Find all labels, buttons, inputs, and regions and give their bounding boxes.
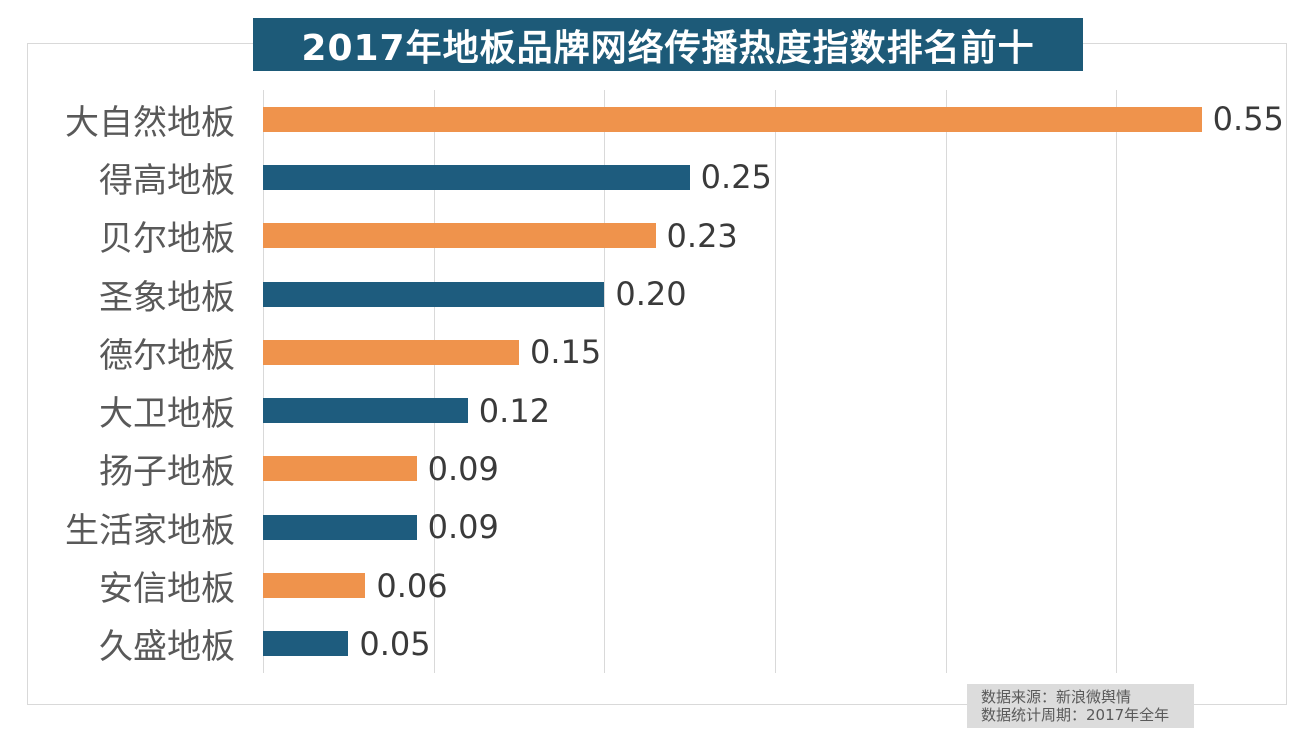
bar-value-label: 0.25 xyxy=(700,158,772,197)
category-label: 得高地板 xyxy=(99,160,235,201)
gridline-0.6 xyxy=(1286,90,1287,673)
bar-row: 0.12 xyxy=(263,381,1287,439)
chart-title: 2017年地板品牌网络传播热度指数排名前十 xyxy=(301,27,1035,69)
category-label: 大卫地板 xyxy=(99,394,235,435)
category-label: 安信地板 xyxy=(99,569,235,610)
bar-value-label: 0.23 xyxy=(666,216,738,255)
bar-row: 0.23 xyxy=(263,207,1287,265)
bar-大卫地板 xyxy=(263,398,468,424)
bar-row: 0.15 xyxy=(263,323,1287,381)
bar-value-label: 0.09 xyxy=(427,508,499,547)
category-label-column: 大自然地板得高地板贝尔地板圣象地板德尔地板大卫地板扬子地板生活家地板安信地板久盛… xyxy=(27,90,235,673)
gridline-0.2 xyxy=(604,90,606,673)
bar-得高地板 xyxy=(263,164,690,190)
bar-久盛地板 xyxy=(263,631,349,657)
bar-圣象地板 xyxy=(263,281,605,307)
bar-row: 0.05 xyxy=(263,615,1287,673)
bar-德尔地板 xyxy=(263,339,519,365)
bar-row: 0.55 xyxy=(263,90,1287,148)
bar-生活家地板 xyxy=(263,514,417,540)
category-label: 贝尔地板 xyxy=(99,219,235,260)
gridline-0.4 xyxy=(945,90,947,673)
bar-row: 0.25 xyxy=(263,148,1287,206)
bar-value-label: 0.06 xyxy=(376,566,448,605)
gridline-0.1 xyxy=(433,90,435,673)
gridline-0.3 xyxy=(775,90,776,673)
bar-value-label: 0.05 xyxy=(359,624,431,663)
bar-row: 0.09 xyxy=(263,498,1287,556)
bar-row: 0.20 xyxy=(263,265,1287,323)
bar-row: 0.06 xyxy=(263,556,1287,614)
source-note: 数据来源：新浪微舆情 数据统计周期：2017年全年 xyxy=(967,684,1194,728)
bar-扬子地板 xyxy=(263,456,417,482)
bar-大自然地板 xyxy=(263,106,1202,132)
gridline-0.5 xyxy=(1116,90,1118,673)
category-label: 大自然地板 xyxy=(65,102,235,143)
category-label: 德尔地板 xyxy=(99,335,235,376)
chart-title-banner: 2017年地板品牌网络传播热度指数排名前十 xyxy=(253,18,1083,71)
source-line-1: 数据来源：新浪微舆情 xyxy=(981,688,1132,706)
bar-安信地板 xyxy=(263,573,366,599)
source-line-2: 数据统计周期：2017年全年 xyxy=(981,706,1170,724)
bar-value-label: 0.55 xyxy=(1212,100,1284,139)
bar-row: 0.09 xyxy=(263,440,1287,498)
plot-area: 0.55 0.25 0.23 0.20 0.15 0.12 0.09 0.09 0.06 0.05 xyxy=(263,90,1287,673)
gridline-0.0 xyxy=(263,90,264,673)
bar-value-label: 0.09 xyxy=(427,449,499,488)
bar-value-label: 0.12 xyxy=(478,391,551,430)
bar-value-label: 0.20 xyxy=(615,275,687,314)
category-label: 生活家地板 xyxy=(65,510,235,551)
category-label: 久盛地板 xyxy=(99,627,235,668)
category-label: 圣象地板 xyxy=(99,277,235,318)
bar-group: 0.55 0.25 0.23 0.20 0.15 0.12 0.09 0.09 0.06 0.05 xyxy=(263,90,1287,673)
bar-贝尔地板 xyxy=(263,223,656,249)
bar-value-label: 0.15 xyxy=(530,333,602,372)
category-label: 扬子地板 xyxy=(99,452,235,493)
